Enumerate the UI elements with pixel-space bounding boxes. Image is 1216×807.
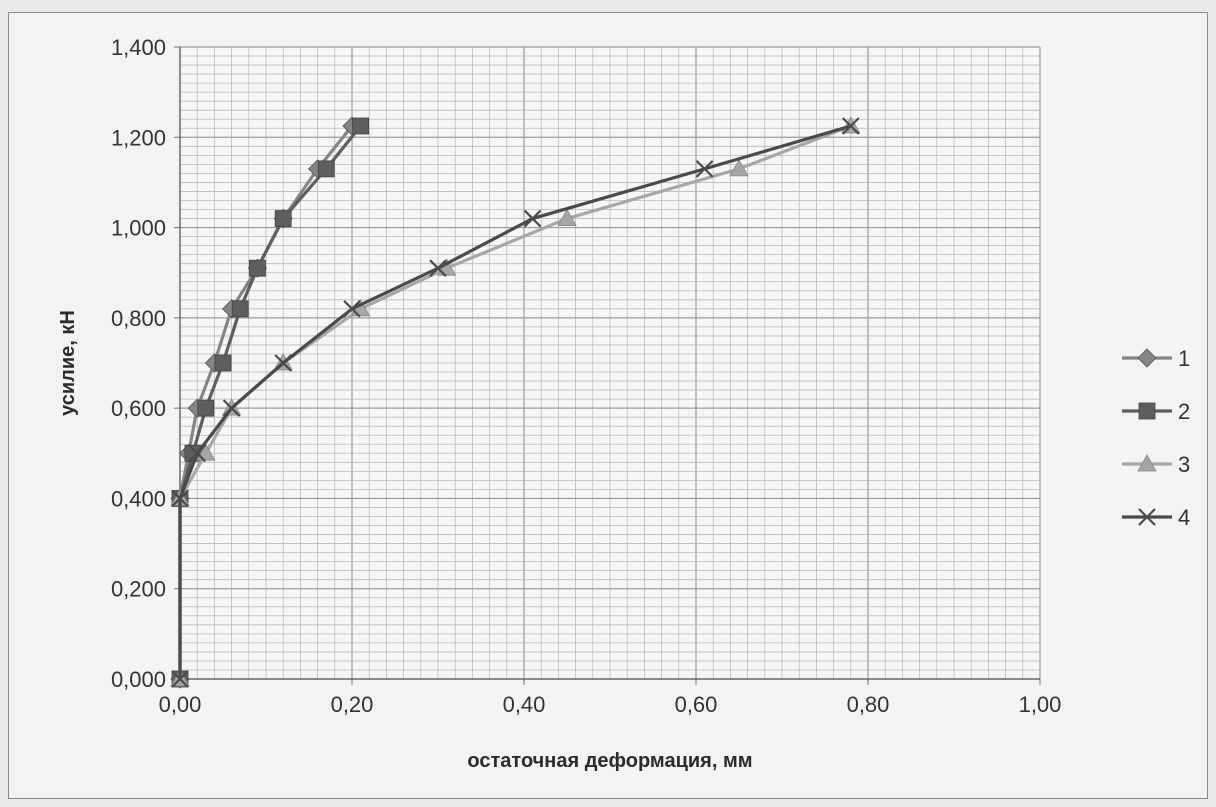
y-tick-label: 0,800 (111, 306, 166, 331)
x-tick-label: 0,20 (331, 692, 374, 717)
series-2-point (231, 300, 249, 318)
series-2-point (197, 399, 215, 417)
x-axis-title: остаточная деформация, мм (467, 750, 752, 772)
series-4-point (171, 670, 189, 688)
series-layer (170, 116, 861, 689)
y-tick-label: 1,200 (111, 125, 166, 150)
y-tick-label: 0,200 (111, 577, 166, 602)
legend-item-1: 1 (1122, 346, 1190, 371)
series-4-point (222, 399, 241, 417)
grid (179, 46, 1041, 680)
legend: 1 2 3 4 (1122, 346, 1190, 530)
series-2-point (248, 259, 266, 277)
legend-label: 4 (1178, 505, 1190, 530)
series-4-point (274, 354, 292, 372)
legend-item-4: 4 (1122, 505, 1190, 530)
legend-label: 1 (1178, 346, 1190, 371)
x-tick-label: 1,00 (1019, 692, 1062, 717)
series-4-point (343, 300, 361, 318)
series-4-point (429, 259, 447, 277)
y-tick-label: 1,000 (111, 216, 166, 241)
y-tick-label: 0,600 (111, 396, 166, 421)
series-4 (171, 117, 860, 688)
y-axis-title: усилие, кН (57, 310, 79, 416)
axes: 0,00 0,20 0,40 0,60 0,80 1,00 0,000 0,200 0,400 0… (111, 35, 1061, 717)
series-3-point (729, 159, 749, 177)
series-4-point (695, 160, 714, 178)
series-2-point (274, 210, 292, 227)
y-tick-label: 0,400 (111, 486, 166, 511)
legend-swatch-marker (1137, 348, 1157, 368)
series-4-point (523, 209, 542, 228)
series-4-point (842, 117, 860, 135)
x-tick-label: 0,40 (503, 692, 546, 717)
x-tick-label: 0,60 (675, 692, 718, 717)
x-tick-label: 0,00 (159, 692, 202, 717)
series-2-line (178, 124, 362, 679)
series-1-line (178, 124, 354, 679)
legend-label: 3 (1178, 452, 1190, 477)
y-tick-label: 1,400 (111, 35, 166, 60)
series-3-line (178, 124, 852, 679)
series-4-point (188, 444, 206, 463)
series-2-point (214, 354, 232, 372)
legend-swatch-marker (1138, 508, 1156, 526)
series-4-point (171, 489, 189, 508)
legend-item-2: 2 (1122, 399, 1190, 424)
legend-item-3: 3 (1122, 452, 1190, 477)
legend-swatch-marker (1138, 402, 1156, 420)
series-2-point (317, 160, 335, 178)
series-3-point (557, 208, 577, 226)
x-tick-label: 0,80 (847, 692, 890, 717)
series-4-line (178, 124, 852, 679)
legend-swatch-marker (1137, 454, 1157, 472)
y-tick-label: 0,000 (111, 667, 166, 692)
legend-label: 2 (1178, 399, 1190, 424)
series-2-point (352, 117, 370, 135)
